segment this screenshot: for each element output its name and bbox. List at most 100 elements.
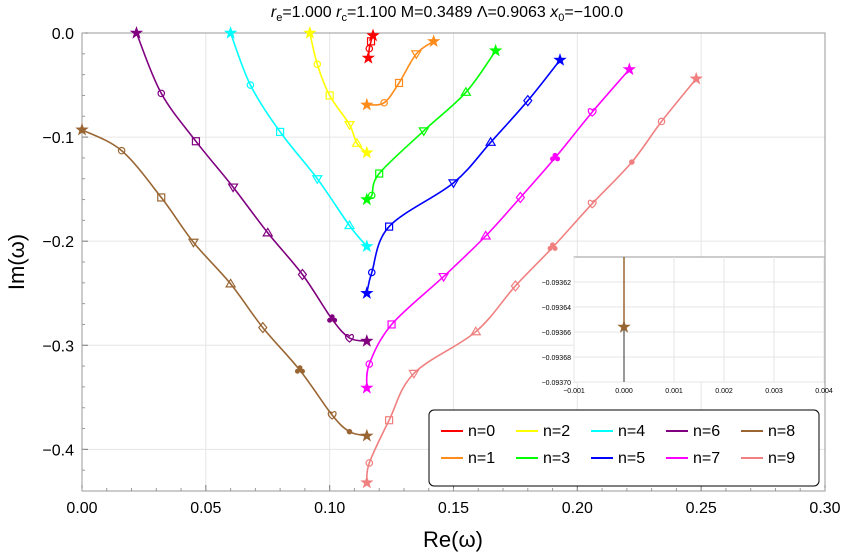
data-point: [394, 78, 404, 88]
data-point: [360, 286, 374, 299]
inset-data-point: [617, 320, 631, 333]
legend-label: n=2: [543, 423, 570, 440]
data-point: [366, 28, 380, 42]
data-point: [129, 26, 144, 39]
inset-chart: −0.001 0.000 0.001 0.002 0.003 0.004 −0.09362 −…: [542, 256, 833, 395]
inset-y-tick-label: −0.09362: [542, 280, 571, 287]
data-point: [223, 26, 238, 39]
x-tick-label: 0.25: [686, 500, 717, 517]
data-point: [385, 222, 394, 231]
series-line: [365, 78, 697, 483]
legend-label: n=0: [468, 423, 495, 440]
data-point: [294, 368, 300, 374]
data-point: [360, 97, 374, 111]
series-n4: [223, 26, 374, 252]
x-tick-label: 0.15: [438, 500, 469, 517]
data-point: [438, 272, 450, 283]
data-point: [276, 127, 285, 136]
data-point: [510, 279, 521, 292]
data-point: [552, 245, 558, 251]
series-n3: [360, 43, 503, 206]
inset-x-tick-label: 0.003: [765, 388, 783, 395]
data-point: [470, 326, 482, 336]
data-point: [360, 428, 374, 442]
data-point: [311, 175, 323, 185]
inset-frame: [573, 256, 825, 383]
inset-x-tick-label: 0.002: [715, 388, 733, 395]
data-point: [387, 320, 396, 329]
data-point: [689, 71, 703, 85]
data-point: [227, 183, 239, 193]
data-point: [447, 179, 460, 189]
data-point: [367, 268, 376, 277]
data-point: [360, 475, 374, 489]
data-point: [327, 317, 333, 323]
data-point: [547, 245, 553, 251]
x-tick-label: 0.30: [809, 500, 840, 517]
series-line: [366, 59, 561, 294]
x-tick-label: 0.10: [314, 500, 345, 517]
legend-label: n=8: [768, 423, 795, 440]
legend-label: n=5: [618, 450, 645, 467]
series-line: [309, 32, 368, 154]
data-point: [515, 191, 526, 204]
legend: n=0 n=1 n=2 n=3 n=4 n=5 n=6 n=7 n=8 n=9: [428, 409, 820, 487]
y-axis-ticks: 0.0 −0.1 −0.2 −0.3 −0.4: [42, 26, 88, 492]
data-point: [365, 360, 374, 368]
series-n9: [360, 71, 703, 489]
data-point: [552, 152, 558, 158]
x-tick-label: 0.20: [562, 500, 593, 517]
series-line: [135, 32, 367, 342]
data-point: [351, 137, 363, 147]
y-tick-label: −0.4: [42, 442, 74, 459]
data-point: [375, 169, 384, 178]
inset-x-tick-label: 0.001: [665, 388, 683, 395]
y-tick-label: −0.2: [42, 234, 74, 251]
y-tick-label: 0.0: [52, 26, 74, 43]
data-point: [360, 192, 374, 206]
data-point: [550, 156, 556, 162]
data-point: [343, 219, 356, 230]
inset-x-tick-label: 0.004: [815, 388, 833, 395]
data-point: [587, 199, 597, 209]
data-point: [550, 242, 556, 248]
data-point: [246, 81, 255, 89]
legend-label: n=7: [693, 450, 720, 467]
data-point: [410, 50, 422, 60]
data-point: [299, 368, 305, 374]
inset-y-tick-label: −0.09364: [542, 305, 571, 312]
data-point: [329, 314, 335, 320]
y-tick-label: −0.1: [42, 130, 74, 147]
inset-x-tick-label: 0.000: [615, 388, 633, 395]
data-point: [418, 127, 430, 137]
legend-label: n=6: [693, 423, 720, 440]
legend-label: n=4: [618, 423, 645, 440]
data-point: [427, 34, 441, 47]
data-point: [297, 365, 303, 371]
data-point: [360, 381, 374, 394]
series-n1: [360, 34, 441, 111]
series-layer: [75, 26, 703, 489]
x-axis-ticks: 0.00 0.05 0.10 0.15 0.20 0.25 0.30: [66, 485, 841, 517]
data-point: [360, 334, 374, 347]
inset-y-tick-label: −0.09368: [542, 355, 571, 362]
data-point: [367, 191, 376, 200]
data-point: [485, 136, 497, 146]
data-point: [622, 62, 636, 76]
y-tick-label: −0.3: [42, 338, 74, 355]
data-point: [157, 193, 166, 202]
data-point: [327, 410, 337, 420]
data-point: [629, 159, 635, 165]
y-axis-label: Im(ω): [4, 234, 29, 290]
legend-label: n=9: [768, 450, 795, 467]
data-point: [480, 230, 492, 240]
data-point: [587, 108, 597, 117]
data-point: [262, 227, 274, 237]
inset-y-tick-label: −0.09366: [542, 330, 571, 337]
series-n5: [360, 53, 567, 299]
data-point: [75, 122, 89, 136]
data-point: [117, 146, 126, 155]
data-point: [361, 51, 375, 64]
legend-label: n=3: [543, 450, 570, 467]
